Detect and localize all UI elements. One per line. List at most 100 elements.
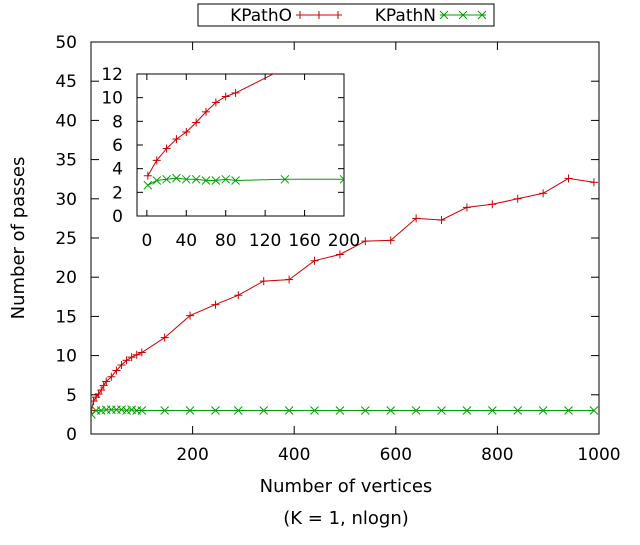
- inset-point-kpathn: [162, 174, 171, 184]
- inset-xtick-label: 200: [328, 231, 360, 251]
- main-point-kpathn: [160, 406, 170, 415]
- inset-ytick-label: 2: [112, 183, 123, 203]
- inset-xtick-label: 0: [141, 231, 152, 251]
- main-xtick-label: 800: [481, 445, 513, 465]
- main-point-kpathn: [137, 406, 147, 415]
- main-point-kpathn: [233, 406, 243, 415]
- main-series-kpatho: [91, 174, 598, 415]
- y-axis-title: Number of passes: [8, 157, 29, 320]
- main-point-kpatho: [102, 377, 111, 386]
- main-point-kpatho: [437, 215, 446, 224]
- main-point-kpatho: [112, 366, 121, 375]
- legend-marker-kpatho: [315, 11, 323, 19]
- main-point-kpatho: [361, 237, 370, 246]
- main-point-kpathn: [411, 406, 421, 415]
- inset-xtick-label: 40: [175, 231, 197, 251]
- main-ytick-label: 40: [55, 111, 77, 131]
- legend-label-kpathn: KPathN: [375, 6, 436, 26]
- inset-frame: [136, 73, 345, 217]
- main-point-kpatho: [117, 361, 126, 370]
- inset-xtick-label: 120: [249, 231, 281, 251]
- inset-point-kpatho: [143, 171, 152, 180]
- main-ytick-label: 30: [55, 190, 77, 210]
- main-point-kpathn: [360, 406, 370, 415]
- inset-point-kpatho: [172, 135, 181, 144]
- inset-point-kpathn: [339, 174, 344, 184]
- main-point-kpatho: [462, 203, 471, 212]
- inset-ytick-label: 0: [112, 207, 123, 227]
- main-point-kpatho: [539, 189, 548, 198]
- main-ytick-label: 20: [55, 268, 77, 288]
- main-ytick-label: 10: [55, 347, 77, 367]
- legend-marker-kpathn: [458, 10, 468, 20]
- inset-xtick-label: 80: [215, 231, 237, 251]
- inset-ytick-label: 8: [112, 112, 123, 132]
- inset-point-kpathn: [152, 176, 162, 185]
- main-point-kpathn: [487, 406, 497, 415]
- main-xtick-label: 200: [176, 445, 208, 465]
- main-point-kpathn: [185, 406, 195, 415]
- main-point-kpatho: [186, 311, 195, 320]
- main-ytick-label: 15: [55, 307, 77, 327]
- main-point-kpathn: [462, 406, 472, 415]
- main-point-kpatho: [488, 200, 497, 209]
- main-ytick-label: 5: [66, 386, 77, 406]
- legend-box: [197, 3, 495, 27]
- main-point-kpatho: [513, 194, 522, 203]
- main-point-kpatho: [386, 236, 395, 245]
- legend-marker-kpathn: [477, 10, 487, 20]
- main-point-kpatho: [285, 275, 294, 284]
- main-point-kpatho: [234, 291, 243, 300]
- legend-marker-kpatho: [296, 11, 304, 19]
- main-point-kpathn: [310, 406, 319, 415]
- main-point-kpatho: [589, 178, 598, 187]
- x-axis-title: Number of vertices: [260, 476, 433, 497]
- inset-series: [143, 74, 344, 190]
- legend-label-kpatho: KPathO: [230, 6, 292, 26]
- main-point-kpatho: [107, 372, 116, 381]
- inset-point-kpatho: [221, 92, 230, 101]
- inset-ytick-label: 10: [101, 89, 123, 109]
- inset-point-kpatho: [202, 107, 210, 116]
- main-ytick-label: 35: [55, 151, 77, 171]
- main-ytick-label: 25: [55, 229, 77, 249]
- inset-point-kpatho: [152, 156, 161, 165]
- main-point-kpatho: [310, 256, 319, 265]
- inset-point-kpatho: [231, 88, 240, 97]
- inset-point-kpathn: [280, 174, 290, 184]
- inset-point-kpatho: [182, 127, 191, 136]
- inset-line-kpathn: [147, 177, 344, 186]
- inset-ytick-label: 6: [112, 136, 123, 156]
- legend-marker-kpathn: [439, 10, 449, 20]
- inset-point-kpathn: [181, 174, 191, 184]
- main-xtick-label: 600: [380, 445, 412, 465]
- chart-caption: (K = 1, nlogn): [283, 508, 409, 529]
- main-ytick-label: 50: [55, 33, 77, 53]
- inset-point-kpatho: [211, 98, 220, 107]
- main-point-kpathn: [513, 406, 523, 415]
- legend-marker-kpatho: [334, 11, 342, 19]
- inset-point-kpatho: [162, 144, 171, 153]
- main-point-kpatho: [122, 356, 131, 365]
- main-point-kpatho: [564, 174, 573, 183]
- main-point-kpathn: [564, 406, 573, 415]
- legend: KPathO KPathN: [197, 3, 495, 27]
- main-point-kpathn: [589, 406, 599, 415]
- inset-point-kpathn: [211, 176, 221, 185]
- inset-series-kpathn: [143, 173, 344, 190]
- main-point-kpathn: [386, 406, 396, 415]
- inset-point-kpatho: [192, 118, 201, 127]
- inset-point-kpathn: [231, 176, 240, 185]
- main-point-kpatho: [335, 250, 344, 259]
- main-point-kpatho: [127, 353, 136, 362]
- main-series-kpathn: [91, 405, 599, 419]
- inset-point-kpathn: [172, 173, 181, 183]
- main-point-kpathn: [259, 406, 269, 415]
- main-point-kpatho: [132, 350, 141, 359]
- inset-point-kpathn: [221, 174, 231, 184]
- main-point-kpatho: [259, 277, 268, 286]
